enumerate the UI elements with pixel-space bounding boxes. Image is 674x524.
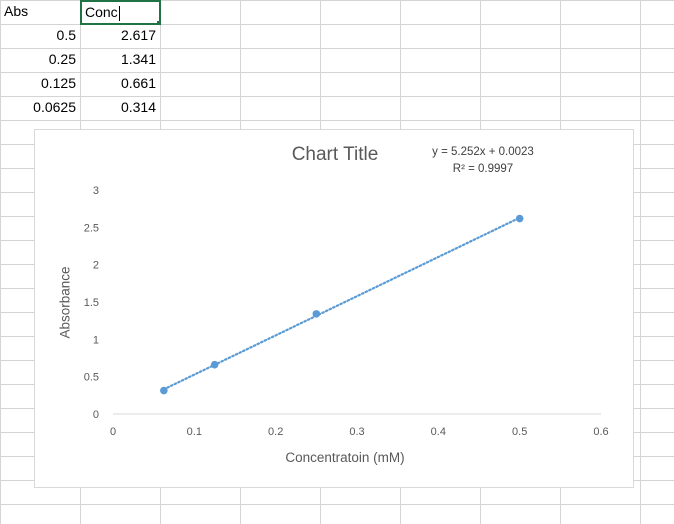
chart-plot-svg: 0 0.5 1 1.5 2 2.5 3 0 0.1 0.2 0.3 0.4 0.5 0.6 xyxy=(84,185,609,438)
x-axis-title[interactable]: Concentratoin (mM) xyxy=(285,450,405,465)
trendline xyxy=(162,216,521,391)
cell-a4[interactable]: 0.125 xyxy=(0,72,80,95)
cell-value: 0.125 xyxy=(40,75,76,91)
cell-b2[interactable]: 2.617 xyxy=(80,24,160,47)
data-point xyxy=(515,214,524,223)
cell-b5[interactable]: 0.314 xyxy=(80,96,160,119)
cell-a3[interactable]: 0.25 xyxy=(0,48,80,71)
y-axis-title[interactable]: Absorbance xyxy=(57,266,73,339)
trendline-equation: y = 5.252x + 0.0023 xyxy=(432,146,534,158)
cell-a1-text: Abs xyxy=(4,3,29,19)
x-tick-label: 0.2 xyxy=(268,426,283,438)
cell-b1-active[interactable]: Conc xyxy=(80,0,161,25)
trendline-r2: R² = 0.9997 xyxy=(452,163,514,175)
x-tick-label: 0.5 xyxy=(512,426,527,438)
cell-value: 0.661 xyxy=(120,75,156,91)
x-tick-label: 0.6 xyxy=(593,426,608,438)
y-tick-label: 2.5 xyxy=(84,222,99,234)
cell-value: 0.0625 xyxy=(33,99,76,115)
y-tick-label: 3 xyxy=(93,185,99,197)
scatter-chart[interactable]: 0 0.5 1 1.5 2 2.5 3 0 0.1 0.2 0.3 0.4 0.5 0.6 Chart T… xyxy=(34,129,634,488)
data-point xyxy=(210,360,219,369)
cell-value: 0.314 xyxy=(120,99,156,115)
cell-value: 2.617 xyxy=(120,27,156,43)
cell-b3[interactable]: 1.341 xyxy=(80,48,160,71)
cell-b4[interactable]: 0.661 xyxy=(80,72,160,95)
text-caret xyxy=(118,5,120,21)
cell-value: 1.341 xyxy=(120,51,156,67)
y-tick-label: 1 xyxy=(93,334,99,346)
y-tick-label: 1.5 xyxy=(84,297,99,309)
cell-value: 0.25 xyxy=(48,51,76,67)
data-point xyxy=(312,310,321,318)
cell-value: 0.5 xyxy=(56,27,76,43)
trendline-label[interactable]: y = 5.252x + 0.0023 R² = 0.9997 xyxy=(403,144,563,178)
chart-title[interactable]: Chart Title xyxy=(291,144,379,165)
x-tick-label: 0.4 xyxy=(431,426,446,438)
y-tick-label: 2 xyxy=(93,260,99,272)
cell-b1-text: Conc xyxy=(85,4,118,20)
x-tick-label: 0 xyxy=(110,426,116,438)
cell-a5[interactable]: 0.0625 xyxy=(0,96,80,119)
x-tick-label: 0.1 xyxy=(187,426,202,438)
x-tick-label: 0.3 xyxy=(349,426,364,438)
cell-a2[interactable]: 0.5 xyxy=(0,24,80,47)
cell-a1[interactable]: Abs xyxy=(0,0,80,23)
y-tick-label: 0.5 xyxy=(84,372,99,384)
y-tick-label: 0 xyxy=(93,409,99,421)
data-point xyxy=(160,386,168,395)
